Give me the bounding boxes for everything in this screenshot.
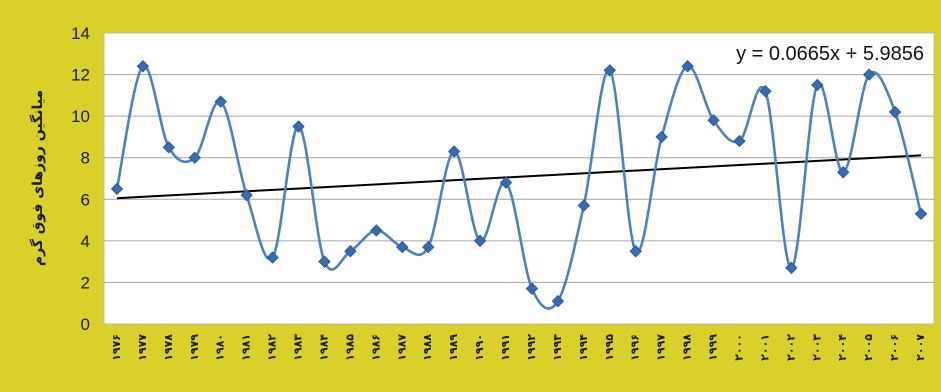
y-axis-ticks: 0 2 4 6 8 10 12 14 bbox=[71, 24, 90, 334]
data-point bbox=[136, 60, 150, 73]
x-tick-label: ۱۹۹۲ bbox=[525, 334, 538, 361]
x-tick-label: ۱۹۷۹ bbox=[188, 334, 201, 361]
data-point bbox=[110, 182, 124, 196]
data-point bbox=[473, 234, 487, 248]
data-point bbox=[759, 84, 772, 98]
data-point bbox=[785, 261, 798, 275]
data-point bbox=[733, 134, 746, 148]
y-axis-label: میانگین روزهای فوق گرم bbox=[29, 90, 46, 266]
data-point bbox=[344, 245, 357, 258]
data-point bbox=[811, 78, 824, 92]
x-tick-label: ۱۹۷۶ bbox=[110, 334, 123, 361]
x-tick-label: ۱۹۹۷ bbox=[655, 334, 668, 361]
data-point bbox=[162, 141, 176, 154]
y-tick-label: 0 bbox=[81, 315, 90, 334]
y-tick-label: 4 bbox=[81, 232, 90, 251]
data-point bbox=[188, 151, 201, 164]
x-tick-label: ۱۹۹۶ bbox=[629, 334, 642, 361]
data-point bbox=[214, 95, 227, 108]
x-tick-label: ۱۹۷۷ bbox=[136, 334, 149, 361]
x-tick-label: ۱۹۷۸ bbox=[162, 334, 175, 361]
data-point bbox=[525, 282, 539, 295]
data-point bbox=[447, 145, 461, 158]
y-tick-label: 10 bbox=[71, 107, 90, 126]
data-point bbox=[629, 245, 642, 258]
gridlines bbox=[104, 74, 934, 283]
data-point bbox=[292, 120, 305, 133]
x-tick-label: ۱۹۹۹ bbox=[707, 334, 720, 361]
x-tick-label: ۲۰۰۶ bbox=[888, 334, 901, 361]
data-point bbox=[266, 251, 279, 264]
data-point bbox=[914, 207, 928, 221]
x-tick-label: ۱۹۹۴ bbox=[577, 334, 590, 361]
plot-area bbox=[103, 32, 935, 325]
trendline-equation: y = 0.0665x + 5.9856 bbox=[736, 43, 924, 65]
data-point bbox=[577, 199, 591, 212]
x-tick-label: ۱۹۸۴ bbox=[317, 334, 330, 361]
data-point bbox=[499, 176, 513, 189]
data-point bbox=[603, 64, 616, 77]
data-point bbox=[240, 188, 253, 202]
data-point bbox=[370, 224, 383, 237]
x-tick-label: ۱۹۹۳ bbox=[551, 334, 564, 361]
data-point bbox=[318, 255, 331, 268]
data-point bbox=[655, 130, 668, 144]
data-point bbox=[888, 105, 902, 119]
data-point bbox=[681, 60, 694, 73]
x-tick-label: ۱۹۹۵ bbox=[603, 334, 616, 361]
y-tick-label: 12 bbox=[71, 66, 90, 85]
x-tick-label: ۱۹۸۲ bbox=[266, 334, 279, 361]
data-point bbox=[862, 68, 876, 81]
trendline-group bbox=[116, 154, 922, 200]
series-group bbox=[110, 60, 928, 310]
data-point bbox=[707, 114, 720, 127]
data-point bbox=[396, 240, 409, 254]
x-tick-label: ۲۰۰۷ bbox=[914, 334, 927, 361]
x-tick-label: ۱۹۸۷ bbox=[395, 334, 408, 361]
data-point bbox=[422, 240, 435, 254]
x-tick-label: ۱۹۸۳ bbox=[292, 334, 305, 361]
x-tick-label: ۲۰۰۰ bbox=[732, 334, 745, 361]
x-tick-label: ۱۹۹۸ bbox=[681, 334, 694, 361]
data-point bbox=[837, 166, 850, 179]
y-tick-label: 8 bbox=[81, 149, 90, 168]
trendline bbox=[116, 154, 922, 200]
x-tick-label: ۱۹۸۹ bbox=[447, 334, 460, 361]
x-tick-label: ۱۹۸۸ bbox=[421, 334, 434, 361]
x-tick-label: ۲۰۰۱ bbox=[758, 334, 771, 361]
x-tick-label: ۱۹۸۵ bbox=[343, 334, 356, 361]
x-tick-label: ۱۹۹۰ bbox=[473, 334, 486, 361]
x-tick-label: ۱۹۸۱ bbox=[240, 334, 253, 361]
x-axis-ticks: ۱۹۷۶ ۱۹۷۷ ۱۹۷۸ ۱۹۷۹ ۱۹۸۰ ۱۹۸۱ ۱۹۸۲ ۱۹۸۳ ۱۹۸۴ ۱۹۸۵… bbox=[110, 334, 927, 361]
x-tick-label: ۱۹۸۶ bbox=[369, 334, 382, 361]
y-tick-label: 2 bbox=[81, 273, 90, 292]
x-tick-label: ۲۰۰۲ bbox=[784, 334, 797, 361]
x-tick-label: ۲۰۰۵ bbox=[862, 334, 875, 361]
x-tick-label: ۱۹۸۰ bbox=[214, 334, 227, 361]
x-tick-label: ۲۰۰۴ bbox=[836, 334, 849, 361]
y-tick-label: 6 bbox=[81, 190, 90, 209]
data-point bbox=[551, 294, 565, 308]
x-tick-label: ۱۹۹۱ bbox=[499, 334, 512, 361]
y-tick-label: 14 bbox=[71, 24, 90, 43]
x-tick-label: ۲۰۰۳ bbox=[810, 334, 823, 361]
